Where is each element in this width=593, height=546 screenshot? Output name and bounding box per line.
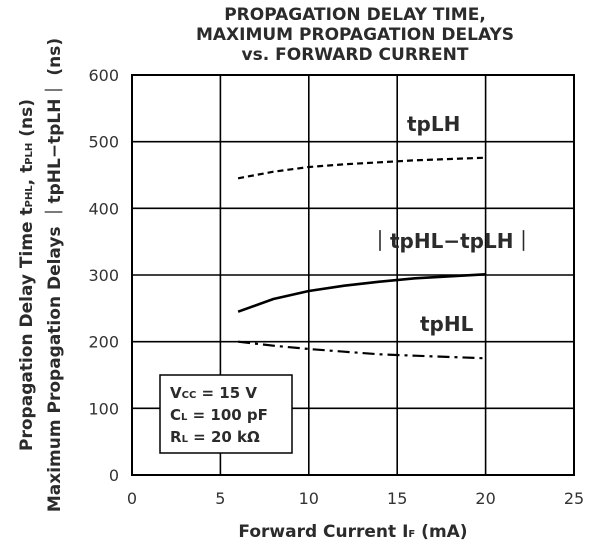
y-tick-label-6: 600 bbox=[88, 66, 119, 85]
y-axis-label-2: Maximum Propagation Delays ｜tpHL−tpLH｜ (… bbox=[44, 38, 65, 512]
series-group bbox=[237, 156, 486, 360]
x-tick-label-5: 25 bbox=[564, 489, 584, 508]
x-tick-label-3: 15 bbox=[387, 489, 407, 508]
condition-vcc: VCC = 15 V bbox=[170, 384, 257, 402]
chart-title-line-2: MAXIMUM PROPAGATION DELAYS bbox=[196, 25, 514, 45]
series-0 bbox=[237, 156, 486, 180]
y-tick-label-4: 400 bbox=[88, 199, 119, 218]
series-line-1 bbox=[237, 273, 486, 313]
x-tick-labels: 0 5 10 15 20 25 bbox=[127, 489, 584, 508]
series-line-0 bbox=[237, 156, 486, 180]
y-tick-labels: 0 100 200 300 400 500 600 bbox=[88, 66, 119, 485]
y-tick-label-3: 300 bbox=[88, 266, 119, 285]
chart-title-line-1: PROPAGATION DELAY TIME, bbox=[224, 5, 486, 25]
conditions-box bbox=[159, 374, 293, 454]
series-label-tplh: tpLH bbox=[407, 112, 460, 136]
condition-cl: CL = 100 pF bbox=[170, 406, 268, 424]
series-label-tphl: tpHL bbox=[420, 312, 474, 336]
series-line-2 bbox=[237, 340, 486, 360]
x-axis-label: Forward Current IF (mA) bbox=[238, 522, 467, 542]
y-tick-label-0: 0 bbox=[109, 466, 119, 485]
series-1 bbox=[237, 273, 486, 313]
x-tick-label-1: 5 bbox=[215, 489, 225, 508]
y-axis-label-1: Propagation Delay Time tPHL, tPLH (ns) bbox=[17, 99, 37, 451]
series-2 bbox=[237, 340, 486, 360]
y-tick-label-2: 200 bbox=[88, 333, 119, 352]
series-label-difference: ｜tpHL−tpLH｜ bbox=[370, 229, 533, 253]
x-tick-label-2: 10 bbox=[299, 489, 319, 508]
x-tick-label-4: 20 bbox=[475, 489, 495, 508]
x-tick-label-0: 0 bbox=[127, 489, 137, 508]
y-tick-label-5: 500 bbox=[88, 133, 119, 152]
condition-rl: RL = 20 kΩ bbox=[170, 428, 260, 446]
y-tick-label-1: 100 bbox=[88, 399, 119, 418]
plot-area-border bbox=[131, 74, 575, 476]
chart-title-line-3: vs. FORWARD CURRENT bbox=[242, 45, 469, 65]
